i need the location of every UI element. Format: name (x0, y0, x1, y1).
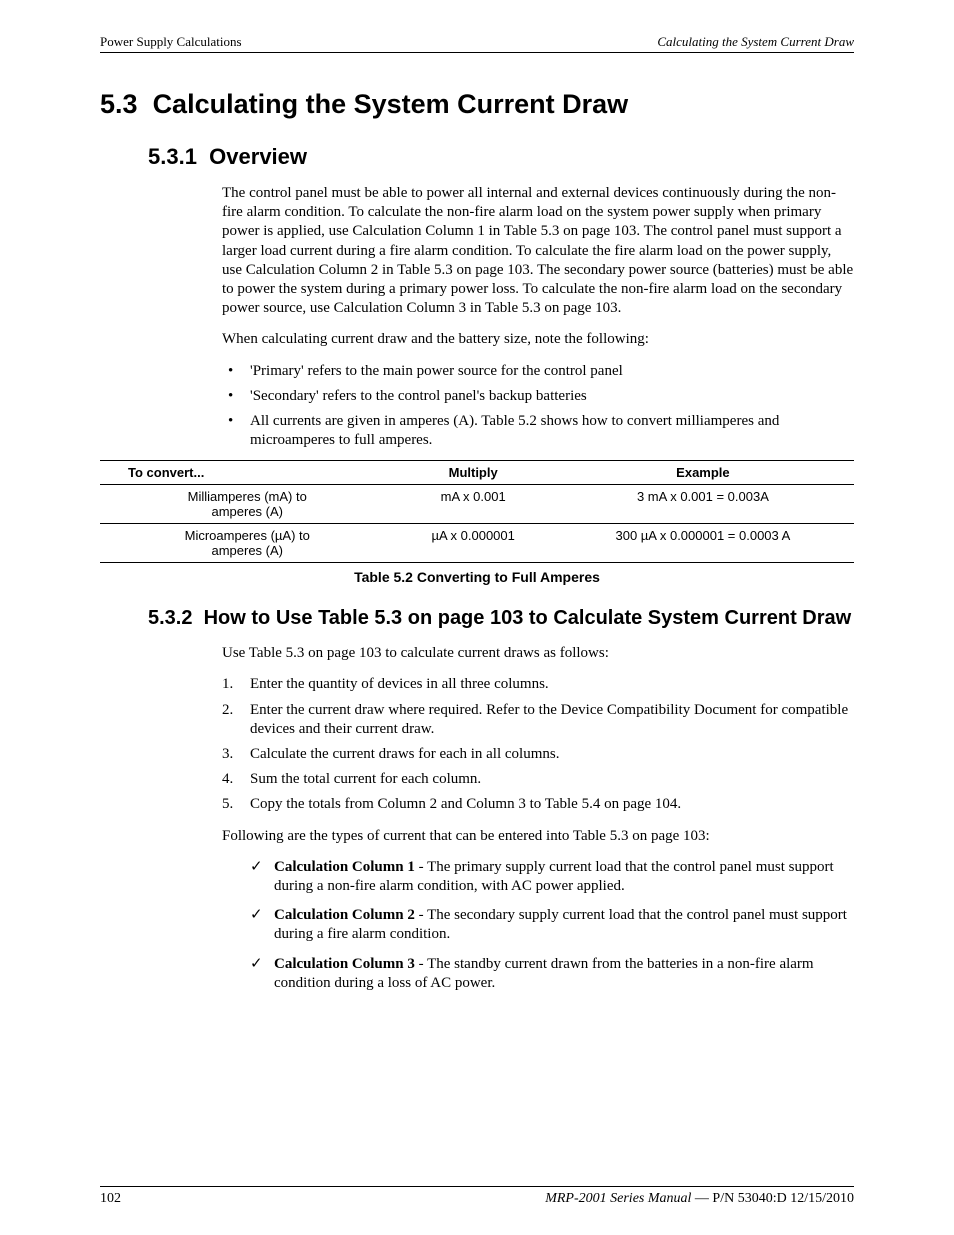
footer-pn: P/N 53040:D 12/15/2010 (712, 1191, 854, 1206)
overview-bullets: 'Primary' refers to the main power sourc… (222, 362, 854, 451)
table-header-row: To convert... Multiply Example (100, 461, 854, 485)
subsection-number: 5.3.2 (148, 607, 192, 629)
header-right: Calculating the System Current Draw (657, 34, 854, 50)
footer-sep: — (691, 1191, 712, 1206)
doc-title: MRP-2001 Series Manual (545, 1191, 691, 1206)
col-header: Example (552, 461, 854, 485)
table-row: Microamperes (µA) to amperes (A) µA x 0.… (100, 524, 854, 563)
list-item: Calculate the current draws for each in … (222, 745, 854, 764)
howto-following: Following are the types of current that … (222, 827, 854, 846)
list-item: 'Primary' refers to the main power sourc… (222, 362, 854, 381)
howto-body: Use Table 5.3 on page 103 to calculate c… (222, 644, 854, 993)
list-item: Calculation Column 2 - The secondary sup… (250, 906, 854, 944)
page-number: 102 (100, 1191, 121, 1207)
table-cell: Microamperes (µA) to amperes (A) (100, 524, 394, 563)
subsection-number: 5.3.1 (148, 144, 197, 169)
table-row: Milliamperes (mA) to amperes (A) mA x 0.… (100, 485, 854, 524)
subsection-howto-heading: 5.3.2 How to Use Table 5.3 on page 103 t… (148, 607, 854, 630)
table-5-2: To convert... Multiply Example Milliampe… (100, 460, 854, 563)
howto-steps: Enter the quantity of devices in all thr… (222, 675, 854, 814)
section-heading: 5.3 Calculating the System Current Draw (100, 89, 854, 120)
howto-checks: Calculation Column 1 - The primary suppl… (250, 858, 854, 993)
table-cell: µA x 0.000001 (394, 524, 551, 563)
running-header: Power Supply Calculations Calculating th… (100, 34, 854, 53)
subsection-title: How to Use Table 5.3 on page 103 to Calc… (204, 607, 852, 629)
check-label: Calculation Column 1 (274, 859, 415, 875)
col-header: Multiply (394, 461, 551, 485)
subsection-overview-heading: 5.3.1 Overview (148, 144, 854, 170)
list-item: Calculation Column 3 - The standby curre… (250, 955, 854, 993)
table-cell: mA x 0.001 (394, 485, 551, 524)
overview-para1: The control panel must be able to power … (222, 184, 854, 318)
howto-intro: Use Table 5.3 on page 103 to calculate c… (222, 644, 854, 663)
list-item: All currents are given in amperes (A). T… (222, 412, 854, 450)
table-5-2-caption: Table 5.2 Converting to Full Amperes (100, 569, 854, 585)
list-item: Calculation Column 1 - The primary suppl… (250, 858, 854, 896)
cell-text: Milliamperes (mA) to amperes (A) (162, 489, 332, 519)
check-label: Calculation Column 3 (274, 956, 415, 972)
header-left: Power Supply Calculations (100, 34, 242, 50)
overview-para2: When calculating current draw and the ba… (222, 330, 854, 349)
table-cell: 3 mA x 0.001 = 0.003A (552, 485, 854, 524)
cell-text: Microamperes (µA) to amperes (A) (162, 528, 332, 558)
list-item: Copy the totals from Column 2 and Column… (222, 795, 854, 814)
list-item: Sum the total current for each column. (222, 770, 854, 789)
section-title: Calculating the System Current Draw (153, 89, 629, 119)
list-item: Enter the quantity of devices in all thr… (222, 675, 854, 694)
table-cell: Milliamperes (mA) to amperes (A) (100, 485, 394, 524)
check-label: Calculation Column 2 (274, 907, 415, 923)
footer-doc: MRP-2001 Series Manual — P/N 53040:D 12/… (545, 1191, 854, 1207)
table-cell: 300 µA x 0.000001 = 0.0003 A (552, 524, 854, 563)
subsection-title: Overview (209, 144, 307, 169)
section-number: 5.3 (100, 89, 138, 119)
page-footer: 102 MRP-2001 Series Manual — P/N 53040:D… (100, 1186, 854, 1207)
page: Power Supply Calculations Calculating th… (0, 0, 954, 1235)
overview-body: The control panel must be able to power … (222, 184, 854, 450)
col-header: To convert... (100, 461, 394, 485)
list-item: 'Secondary' refers to the control panel'… (222, 387, 854, 406)
list-item: Enter the current draw where required. R… (222, 701, 854, 739)
